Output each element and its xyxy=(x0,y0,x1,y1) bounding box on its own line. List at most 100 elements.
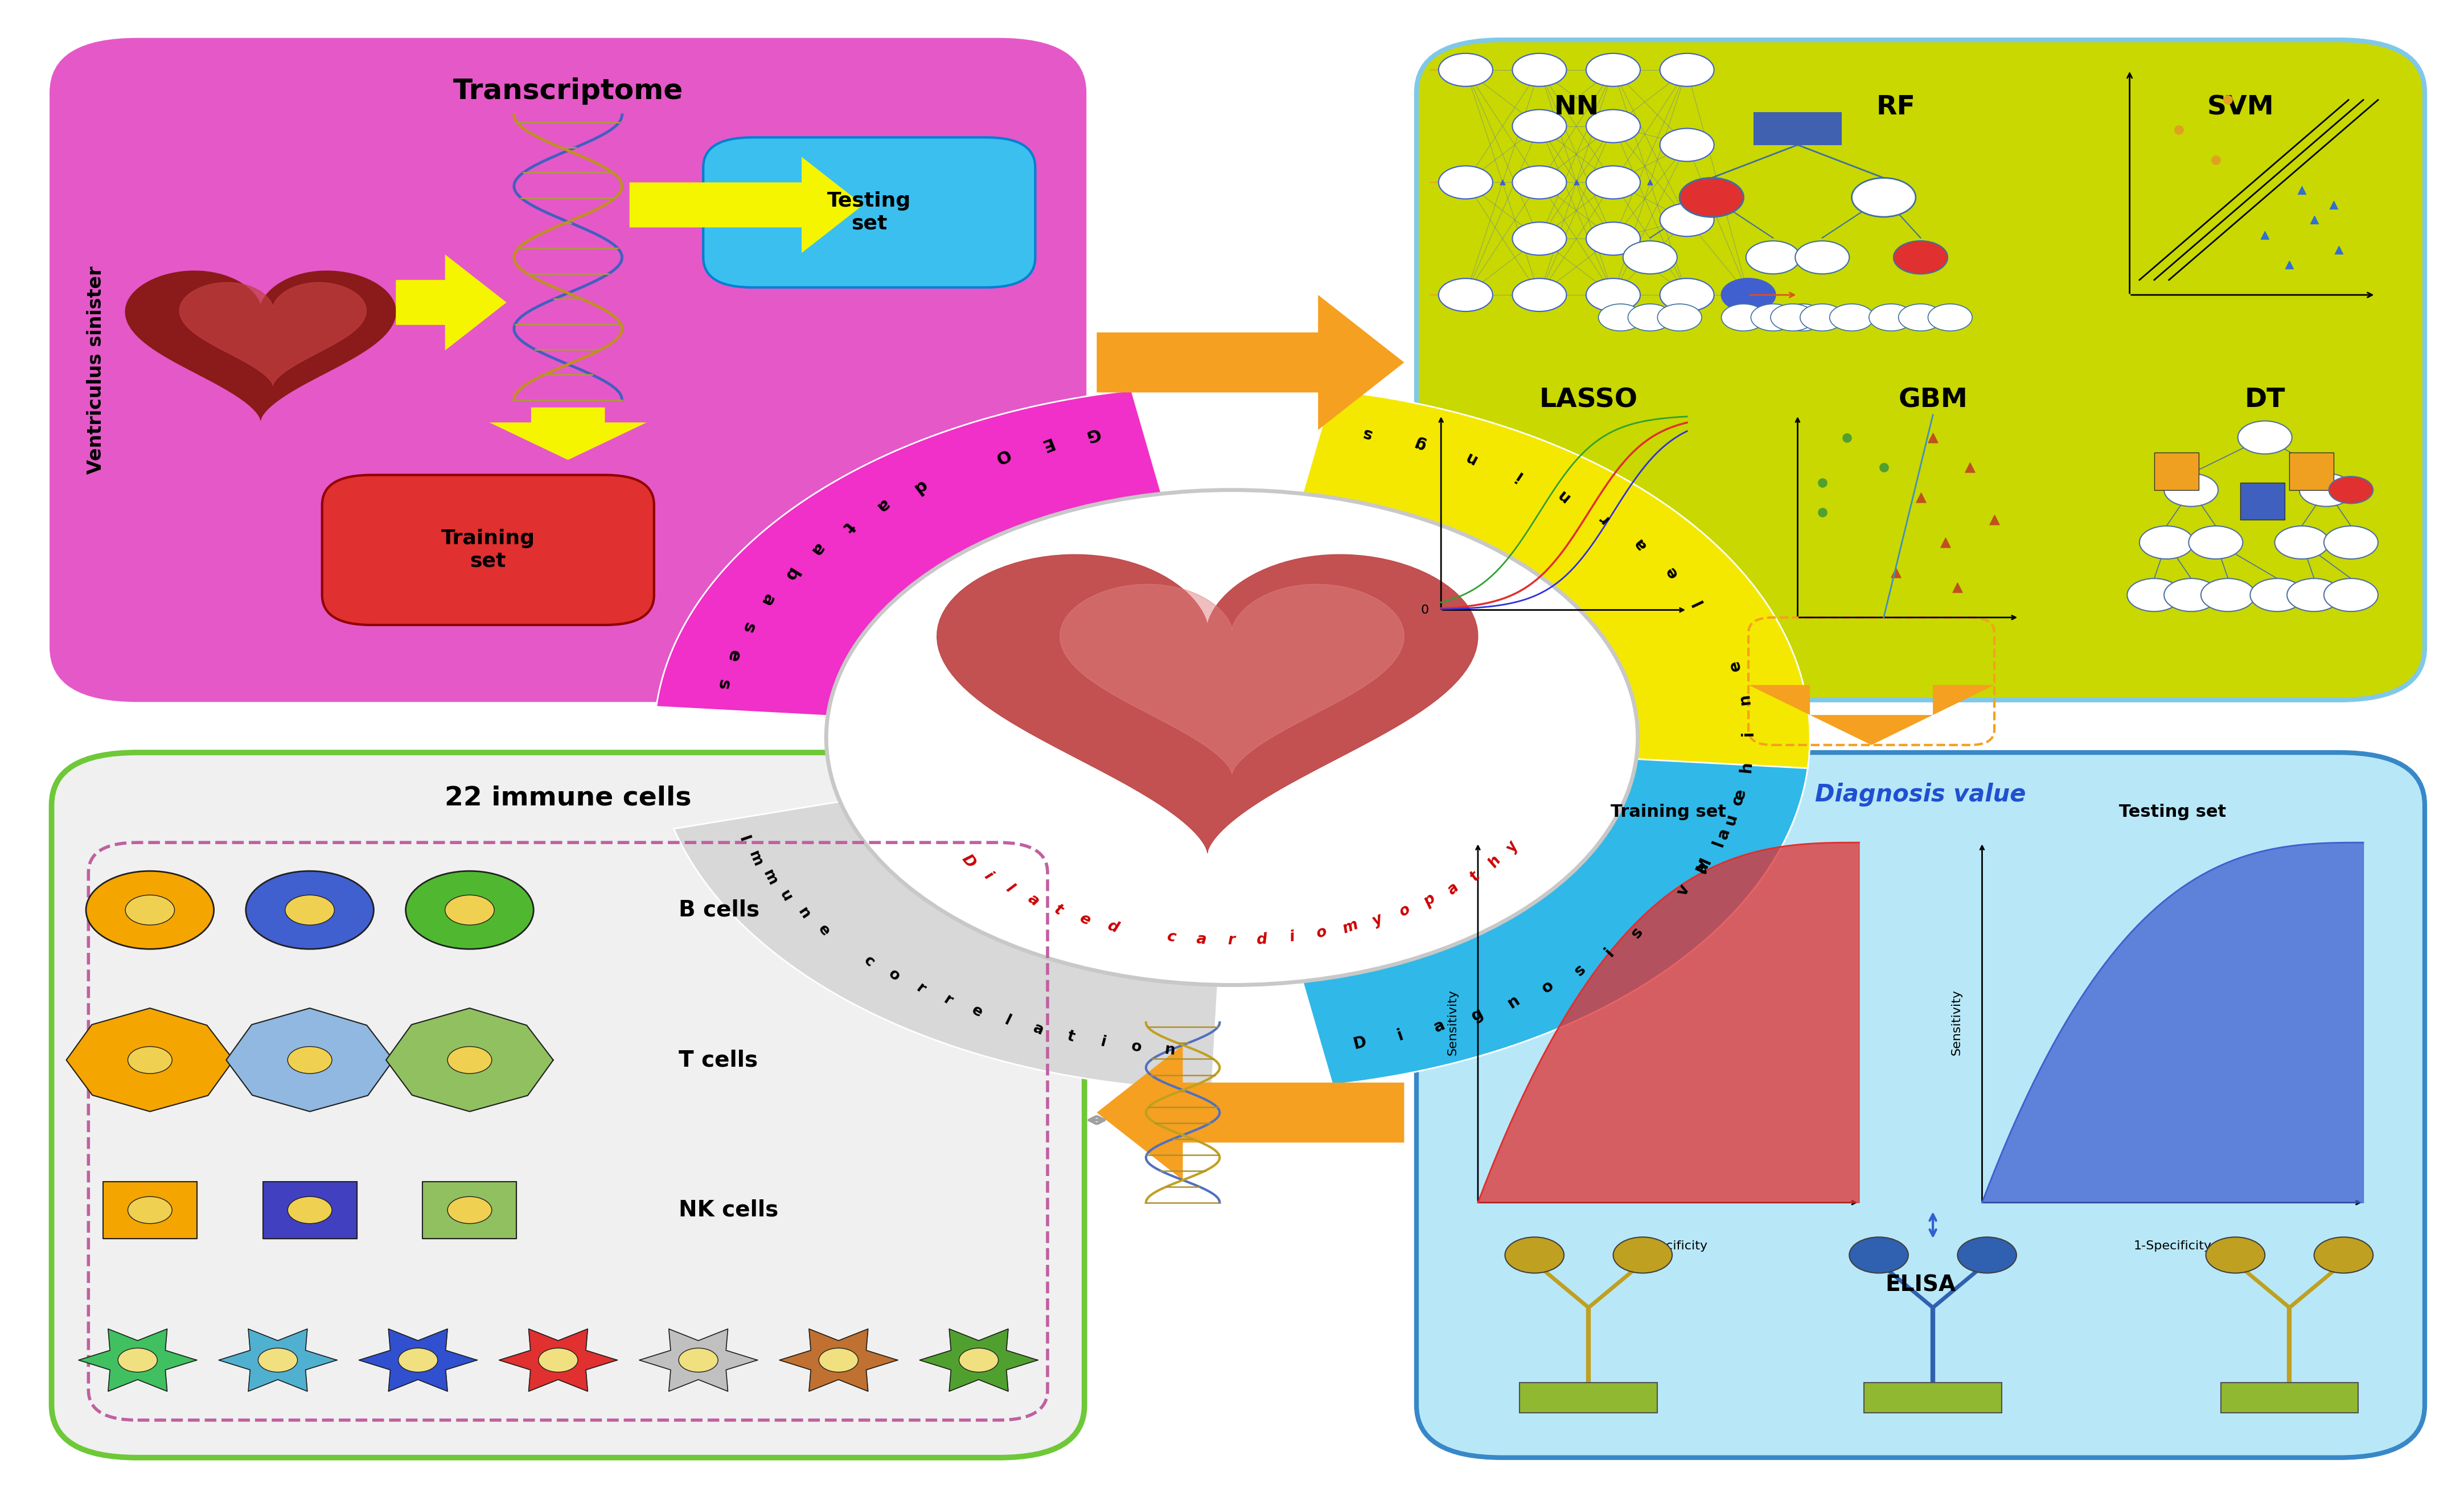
Text: o: o xyxy=(1131,1038,1143,1055)
Circle shape xyxy=(2200,578,2255,611)
Text: E: E xyxy=(1037,433,1055,453)
Circle shape xyxy=(399,1348,439,1373)
Text: o: o xyxy=(1538,977,1557,996)
Circle shape xyxy=(1680,178,1745,217)
Text: g: g xyxy=(1412,435,1427,453)
Circle shape xyxy=(1587,223,1641,256)
Circle shape xyxy=(2287,578,2341,611)
Text: B cells: B cells xyxy=(678,898,759,921)
Circle shape xyxy=(1439,278,1493,312)
Text: a: a xyxy=(1025,891,1042,909)
FancyBboxPatch shape xyxy=(1417,752,2425,1458)
Circle shape xyxy=(1614,1237,1673,1273)
Circle shape xyxy=(1439,53,1493,86)
Text: i: i xyxy=(981,868,995,882)
Circle shape xyxy=(2237,421,2292,455)
Text: o: o xyxy=(1313,924,1328,942)
Point xyxy=(2319,238,2358,262)
Text: D: D xyxy=(1353,1034,1368,1052)
Point xyxy=(1924,530,1964,554)
Point xyxy=(1863,456,1902,480)
Polygon shape xyxy=(219,1329,338,1391)
Text: O: O xyxy=(991,445,1013,467)
Text: i: i xyxy=(1510,467,1525,483)
Circle shape xyxy=(446,895,495,926)
Circle shape xyxy=(540,1348,579,1373)
Polygon shape xyxy=(1096,295,1404,430)
Text: a: a xyxy=(1030,1020,1047,1038)
Point xyxy=(2158,117,2198,141)
Polygon shape xyxy=(1096,1044,1404,1180)
Polygon shape xyxy=(673,802,1217,1090)
Text: n: n xyxy=(796,905,813,923)
Polygon shape xyxy=(628,157,862,253)
Bar xyxy=(2289,453,2333,491)
Polygon shape xyxy=(360,1329,478,1391)
Text: r: r xyxy=(1227,933,1234,948)
Point xyxy=(1828,426,1868,450)
Circle shape xyxy=(118,1348,158,1373)
Text: h: h xyxy=(1486,853,1503,871)
Text: s: s xyxy=(715,677,732,691)
Polygon shape xyxy=(655,390,1161,716)
Text: m: m xyxy=(1340,918,1360,938)
Circle shape xyxy=(1892,241,1947,274)
Text: a: a xyxy=(1432,1016,1446,1035)
Text: I: I xyxy=(734,834,752,844)
Polygon shape xyxy=(79,1329,197,1391)
Circle shape xyxy=(1587,53,1641,86)
Polygon shape xyxy=(490,408,646,461)
Point xyxy=(2195,147,2235,172)
Circle shape xyxy=(1599,304,1643,331)
Point xyxy=(1631,170,1671,194)
Point xyxy=(2314,193,2353,217)
Text: t: t xyxy=(1052,903,1064,918)
Point xyxy=(1900,486,1939,510)
Text: M: M xyxy=(1693,855,1715,876)
Bar xyxy=(2154,453,2198,491)
Circle shape xyxy=(2250,578,2304,611)
Circle shape xyxy=(288,1046,333,1073)
Text: y: y xyxy=(1370,911,1385,929)
Text: n: n xyxy=(1461,448,1478,468)
Circle shape xyxy=(288,1196,333,1224)
Circle shape xyxy=(2314,1237,2373,1273)
Circle shape xyxy=(2274,525,2328,558)
Text: e: e xyxy=(816,923,833,939)
Text: LASSO: LASSO xyxy=(1540,387,1639,412)
Circle shape xyxy=(1680,178,1745,217)
Text: t: t xyxy=(1466,868,1483,883)
Circle shape xyxy=(2139,525,2193,558)
Circle shape xyxy=(1624,241,1678,274)
Text: e: e xyxy=(1732,787,1749,801)
Text: a: a xyxy=(1715,826,1732,841)
Polygon shape xyxy=(1060,584,1404,774)
Circle shape xyxy=(958,1348,998,1373)
Text: NN: NN xyxy=(1555,95,1599,120)
Bar xyxy=(1865,1383,2001,1413)
Point xyxy=(1483,170,1523,194)
Text: Sensitivity: Sensitivity xyxy=(1446,989,1459,1055)
Point xyxy=(2208,87,2247,111)
Text: Testing set: Testing set xyxy=(2119,804,2227,820)
Text: l: l xyxy=(1003,1013,1013,1029)
Circle shape xyxy=(1513,166,1567,199)
Circle shape xyxy=(1722,304,1767,331)
Circle shape xyxy=(1513,53,1567,86)
Circle shape xyxy=(128,1196,172,1224)
Text: u: u xyxy=(776,888,796,905)
Text: a: a xyxy=(1693,859,1712,876)
Text: G: G xyxy=(1084,424,1101,444)
Text: D: D xyxy=(958,852,978,871)
Text: Testing
set: Testing set xyxy=(828,191,912,233)
Polygon shape xyxy=(500,1329,616,1391)
Text: h: h xyxy=(1737,760,1754,774)
Text: ELISA: ELISA xyxy=(1885,1275,1956,1296)
Circle shape xyxy=(1927,304,1971,331)
Text: t: t xyxy=(1064,1028,1077,1044)
Polygon shape xyxy=(424,1181,517,1239)
Text: d: d xyxy=(909,477,929,497)
Text: Sensitivity: Sensitivity xyxy=(1951,989,1961,1055)
Text: s: s xyxy=(739,620,759,635)
Text: 1-Specificity: 1-Specificity xyxy=(2134,1240,2213,1252)
